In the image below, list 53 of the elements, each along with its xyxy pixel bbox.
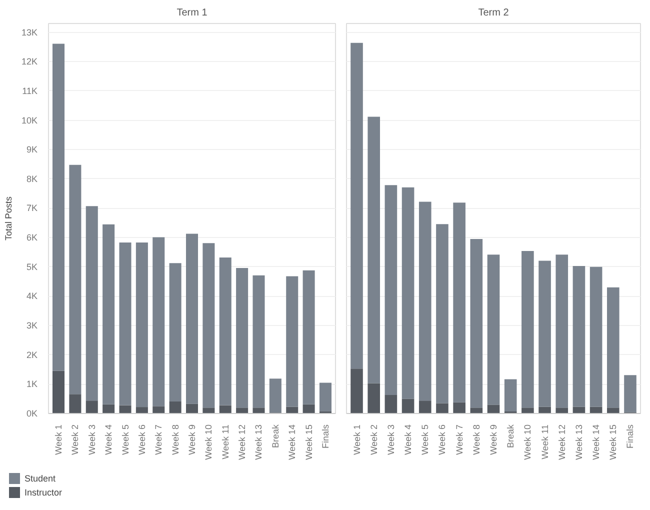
y-axis-title: Total Posts [3, 196, 14, 241]
x-tick-label: Week 9 [488, 424, 498, 455]
chart-title: Term 2 [478, 8, 510, 18]
y-tick-label: 5K [26, 262, 38, 272]
x-tick-label: Week 12 [237, 424, 248, 460]
x-tick-label: Week 5 [120, 424, 130, 455]
y-tick-label: 0K [26, 408, 38, 418]
y-tick-label: 11K [22, 86, 38, 96]
legend-label: Instructor [24, 488, 62, 498]
legend-label: Student [24, 474, 56, 484]
x-tick-label: Week 10 [522, 424, 533, 460]
x-tick-label: Week 11 [220, 424, 230, 460]
x-tick-label: Break [270, 424, 280, 448]
x-tick-label: Week 13 [574, 424, 584, 460]
y-tick-label: 2K [26, 350, 38, 360]
x-tick-label: Week 7 [154, 424, 164, 455]
x-tick-label: Week 3 [86, 424, 97, 455]
x-tick-label: Week 4 [403, 424, 414, 455]
x-tick-label: Week 1 [352, 424, 362, 455]
x-tick-label: Week 15 [608, 424, 618, 460]
x-tick-label: Week 6 [437, 424, 448, 455]
x-tick-label: Week 11 [540, 424, 550, 460]
y-tick-label: 13K [21, 27, 38, 38]
x-tick-label: Week 1 [54, 424, 64, 455]
x-tick-label: Finals [625, 424, 636, 449]
x-tick-label: Week 2 [368, 424, 379, 455]
x-tick-label: Week 14 [591, 424, 602, 460]
y-tick-label: 4K [26, 291, 38, 302]
x-tick-label: Week 13 [254, 424, 264, 460]
y-tick-label: 6K [26, 232, 38, 243]
y-tick-label: 12K [21, 56, 38, 67]
x-tick-label: Week 7 [454, 424, 464, 455]
x-tick-label: Week 8 [471, 424, 482, 455]
y-tick-label: 1K [26, 379, 38, 390]
x-tick-label: Week 6 [136, 424, 147, 455]
x-tick-label: Week 14 [287, 424, 298, 460]
x-tick-label: Week 10 [204, 424, 214, 460]
x-tick-label: Week 8 [170, 424, 180, 455]
x-tick-label: Week 15 [304, 424, 314, 460]
chart-title: Term 1 [176, 8, 208, 18]
y-tick-label: 8K [26, 174, 38, 184]
x-tick-label: Week 3 [386, 424, 396, 455]
y-tick-label: 7K [26, 203, 38, 214]
x-tick-label: Week 5 [420, 424, 430, 455]
x-tick-label: Week 2 [70, 424, 80, 455]
y-tick-label: 10K [21, 115, 38, 126]
y-tick-label: 9K [26, 144, 38, 155]
x-tick-label: Break [506, 424, 516, 448]
x-tick-label: Week 4 [104, 424, 114, 455]
x-tick-label: Finals [320, 424, 330, 449]
x-tick-label: Week 9 [187, 424, 197, 455]
y-tick-label: 3K [26, 320, 38, 331]
x-tick-label: Week 12 [556, 424, 567, 460]
